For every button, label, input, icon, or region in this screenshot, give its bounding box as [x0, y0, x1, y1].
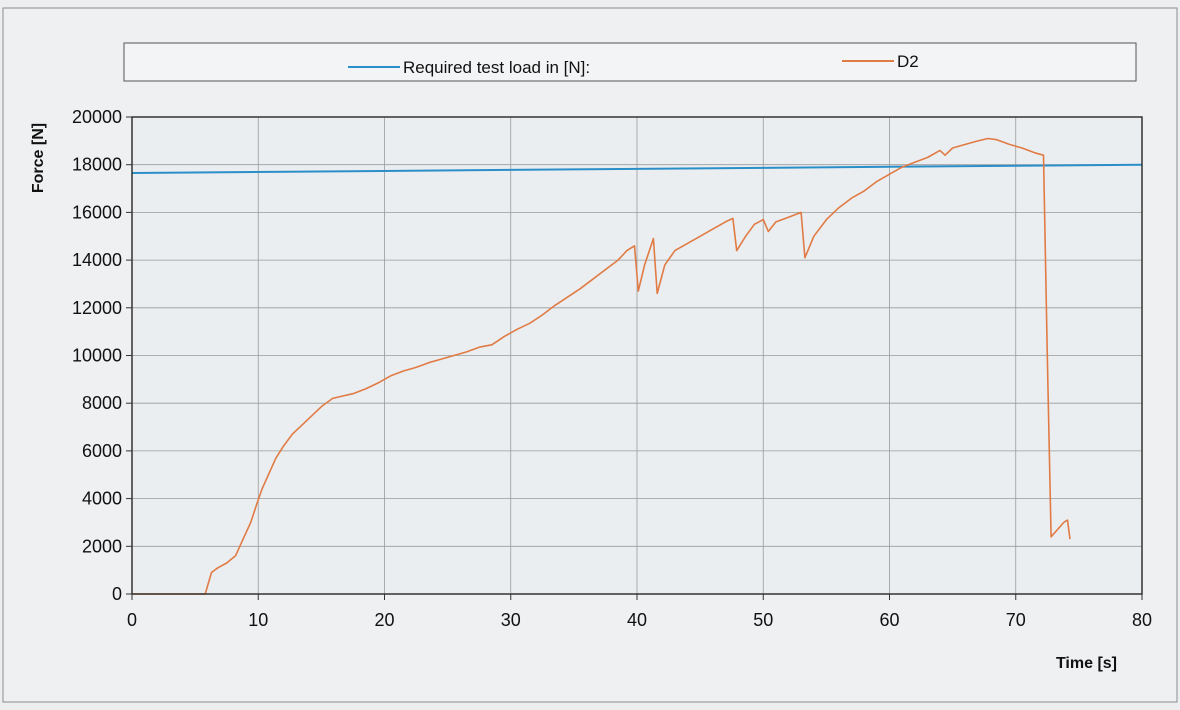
y-tick-labels: 0 2000 4000 6000 8000 10000 12000 14000 16000 180…: [72, 107, 122, 604]
y-tick-label-7: 14000: [72, 250, 122, 270]
x-tick-label-3: 30: [501, 610, 521, 630]
y-tick-label-4: 8000: [82, 393, 122, 413]
y-tick-label-5: 10000: [72, 346, 122, 366]
legend: Required test load in [N]: D2: [123, 42, 1137, 82]
x-tick-labels: 0 10 20 30 40 50 60 70 80: [127, 610, 1152, 630]
d2-line: [132, 137, 1071, 595]
y-tick-label-2: 4000: [82, 489, 122, 509]
series-lines: [131, 137, 1143, 595]
x-tick-label-2: 20: [374, 610, 394, 630]
y-tick-label-8: 16000: [72, 202, 122, 222]
x-tick-label-8: 80: [1132, 610, 1152, 630]
legend-label-d2: D2: [897, 52, 919, 71]
x-tick-label-5: 50: [753, 610, 773, 630]
y-tick-label-1: 2000: [82, 536, 122, 556]
y-tick-label-0: 0: [112, 584, 122, 604]
y-tick-label-3: 6000: [82, 441, 122, 461]
x-tick-label-7: 70: [1006, 610, 1026, 630]
plot-border: [131, 116, 1143, 595]
y-tick-label-6: 12000: [72, 298, 122, 318]
x-tick-label-0: 0: [127, 610, 137, 630]
x-tick-label-4: 40: [627, 610, 647, 630]
x-tick-label-6: 60: [879, 610, 899, 630]
y-tick-label-9: 18000: [72, 155, 122, 175]
x-tick-label-1: 10: [248, 610, 268, 630]
legend-label-required-load: Required test load in [N]:: [403, 58, 590, 77]
y-axis-title: Force [N]: [30, 123, 47, 193]
required-test-load-line: [131, 163, 1143, 174]
legend-box: [123, 42, 1137, 82]
x-axis-title: Time [s]: [1056, 655, 1117, 672]
y-tick-label-10: 20000: [72, 107, 122, 127]
